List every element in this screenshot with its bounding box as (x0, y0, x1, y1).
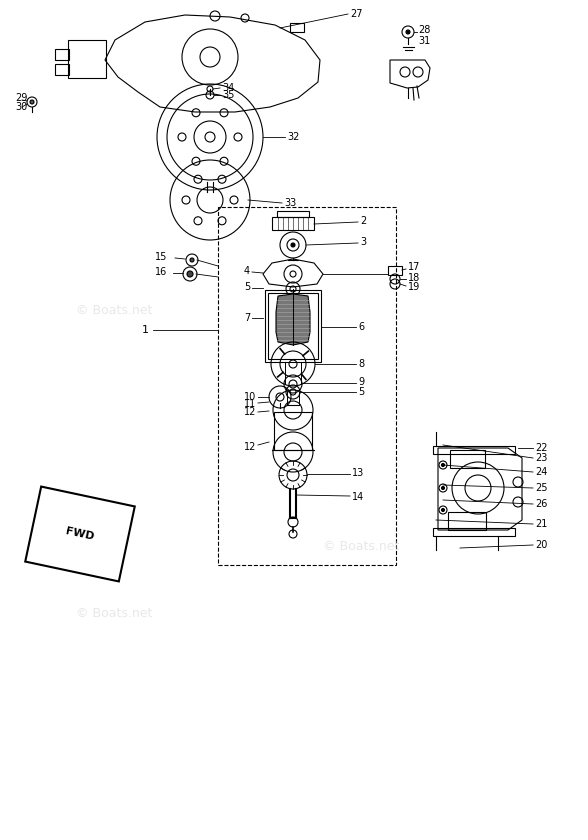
Text: 5: 5 (244, 282, 250, 292)
Bar (433, 528, 515, 536)
Text: 24: 24 (535, 467, 547, 477)
Text: 4: 4 (244, 266, 250, 276)
Text: 13: 13 (352, 468, 364, 478)
Text: 3: 3 (360, 237, 366, 247)
Text: 11: 11 (244, 399, 256, 409)
Text: 6: 6 (358, 322, 364, 332)
Text: 12: 12 (244, 442, 256, 452)
Text: FWD: FWD (65, 526, 95, 542)
Polygon shape (276, 294, 310, 345)
Text: 23: 23 (535, 453, 547, 463)
Text: 28: 28 (418, 25, 430, 35)
Text: 14: 14 (352, 492, 364, 502)
Circle shape (442, 464, 445, 466)
Text: © Boats.net: © Boats.net (323, 539, 400, 553)
Text: 15: 15 (155, 252, 168, 262)
Polygon shape (263, 259, 323, 287)
Text: 9: 9 (358, 377, 364, 387)
Circle shape (30, 100, 34, 104)
Text: 29: 29 (15, 93, 28, 103)
Text: 22: 22 (535, 443, 547, 453)
Text: 8: 8 (358, 359, 364, 369)
Bar (55, 49, 69, 60)
Bar (433, 446, 515, 454)
Circle shape (442, 486, 445, 490)
Circle shape (291, 243, 295, 247)
Bar (55, 64, 69, 75)
Text: 35: 35 (222, 90, 235, 100)
Text: 26: 26 (535, 499, 547, 509)
Bar (265, 290, 321, 362)
Circle shape (442, 508, 445, 512)
Text: 27: 27 (350, 9, 362, 19)
Text: 7: 7 (244, 313, 250, 323)
Text: 25: 25 (535, 483, 547, 493)
Circle shape (190, 258, 194, 262)
Text: 21: 21 (535, 519, 547, 529)
Text: 33: 33 (284, 198, 296, 208)
Text: © Boats.net: © Boats.net (76, 606, 153, 620)
Text: 1: 1 (142, 325, 149, 335)
Text: 17: 17 (408, 262, 420, 272)
Text: © Boats.net: © Boats.net (76, 304, 153, 318)
Bar (272, 217, 314, 230)
Bar (68, 40, 106, 78)
Text: 31: 31 (418, 36, 430, 46)
Bar (450, 450, 485, 468)
Bar (218, 207, 396, 565)
Bar (274, 412, 312, 450)
Polygon shape (438, 448, 522, 530)
Bar (277, 211, 309, 217)
Bar (388, 266, 402, 275)
Text: 30: 30 (15, 102, 27, 112)
Circle shape (187, 271, 193, 277)
Text: 16: 16 (155, 267, 167, 277)
Text: 19: 19 (408, 282, 420, 292)
Text: 12: 12 (244, 407, 256, 417)
Text: 18: 18 (408, 273, 420, 283)
Text: 2: 2 (360, 216, 366, 226)
Bar (448, 512, 486, 530)
Circle shape (406, 30, 410, 34)
Bar (290, 23, 304, 32)
Polygon shape (105, 15, 320, 112)
Text: 20: 20 (535, 540, 547, 550)
Polygon shape (390, 60, 430, 88)
Text: 10: 10 (244, 392, 256, 402)
Bar (268, 293, 318, 359)
Text: 32: 32 (287, 132, 299, 142)
Text: 5: 5 (358, 387, 364, 397)
Text: 34: 34 (222, 83, 234, 93)
